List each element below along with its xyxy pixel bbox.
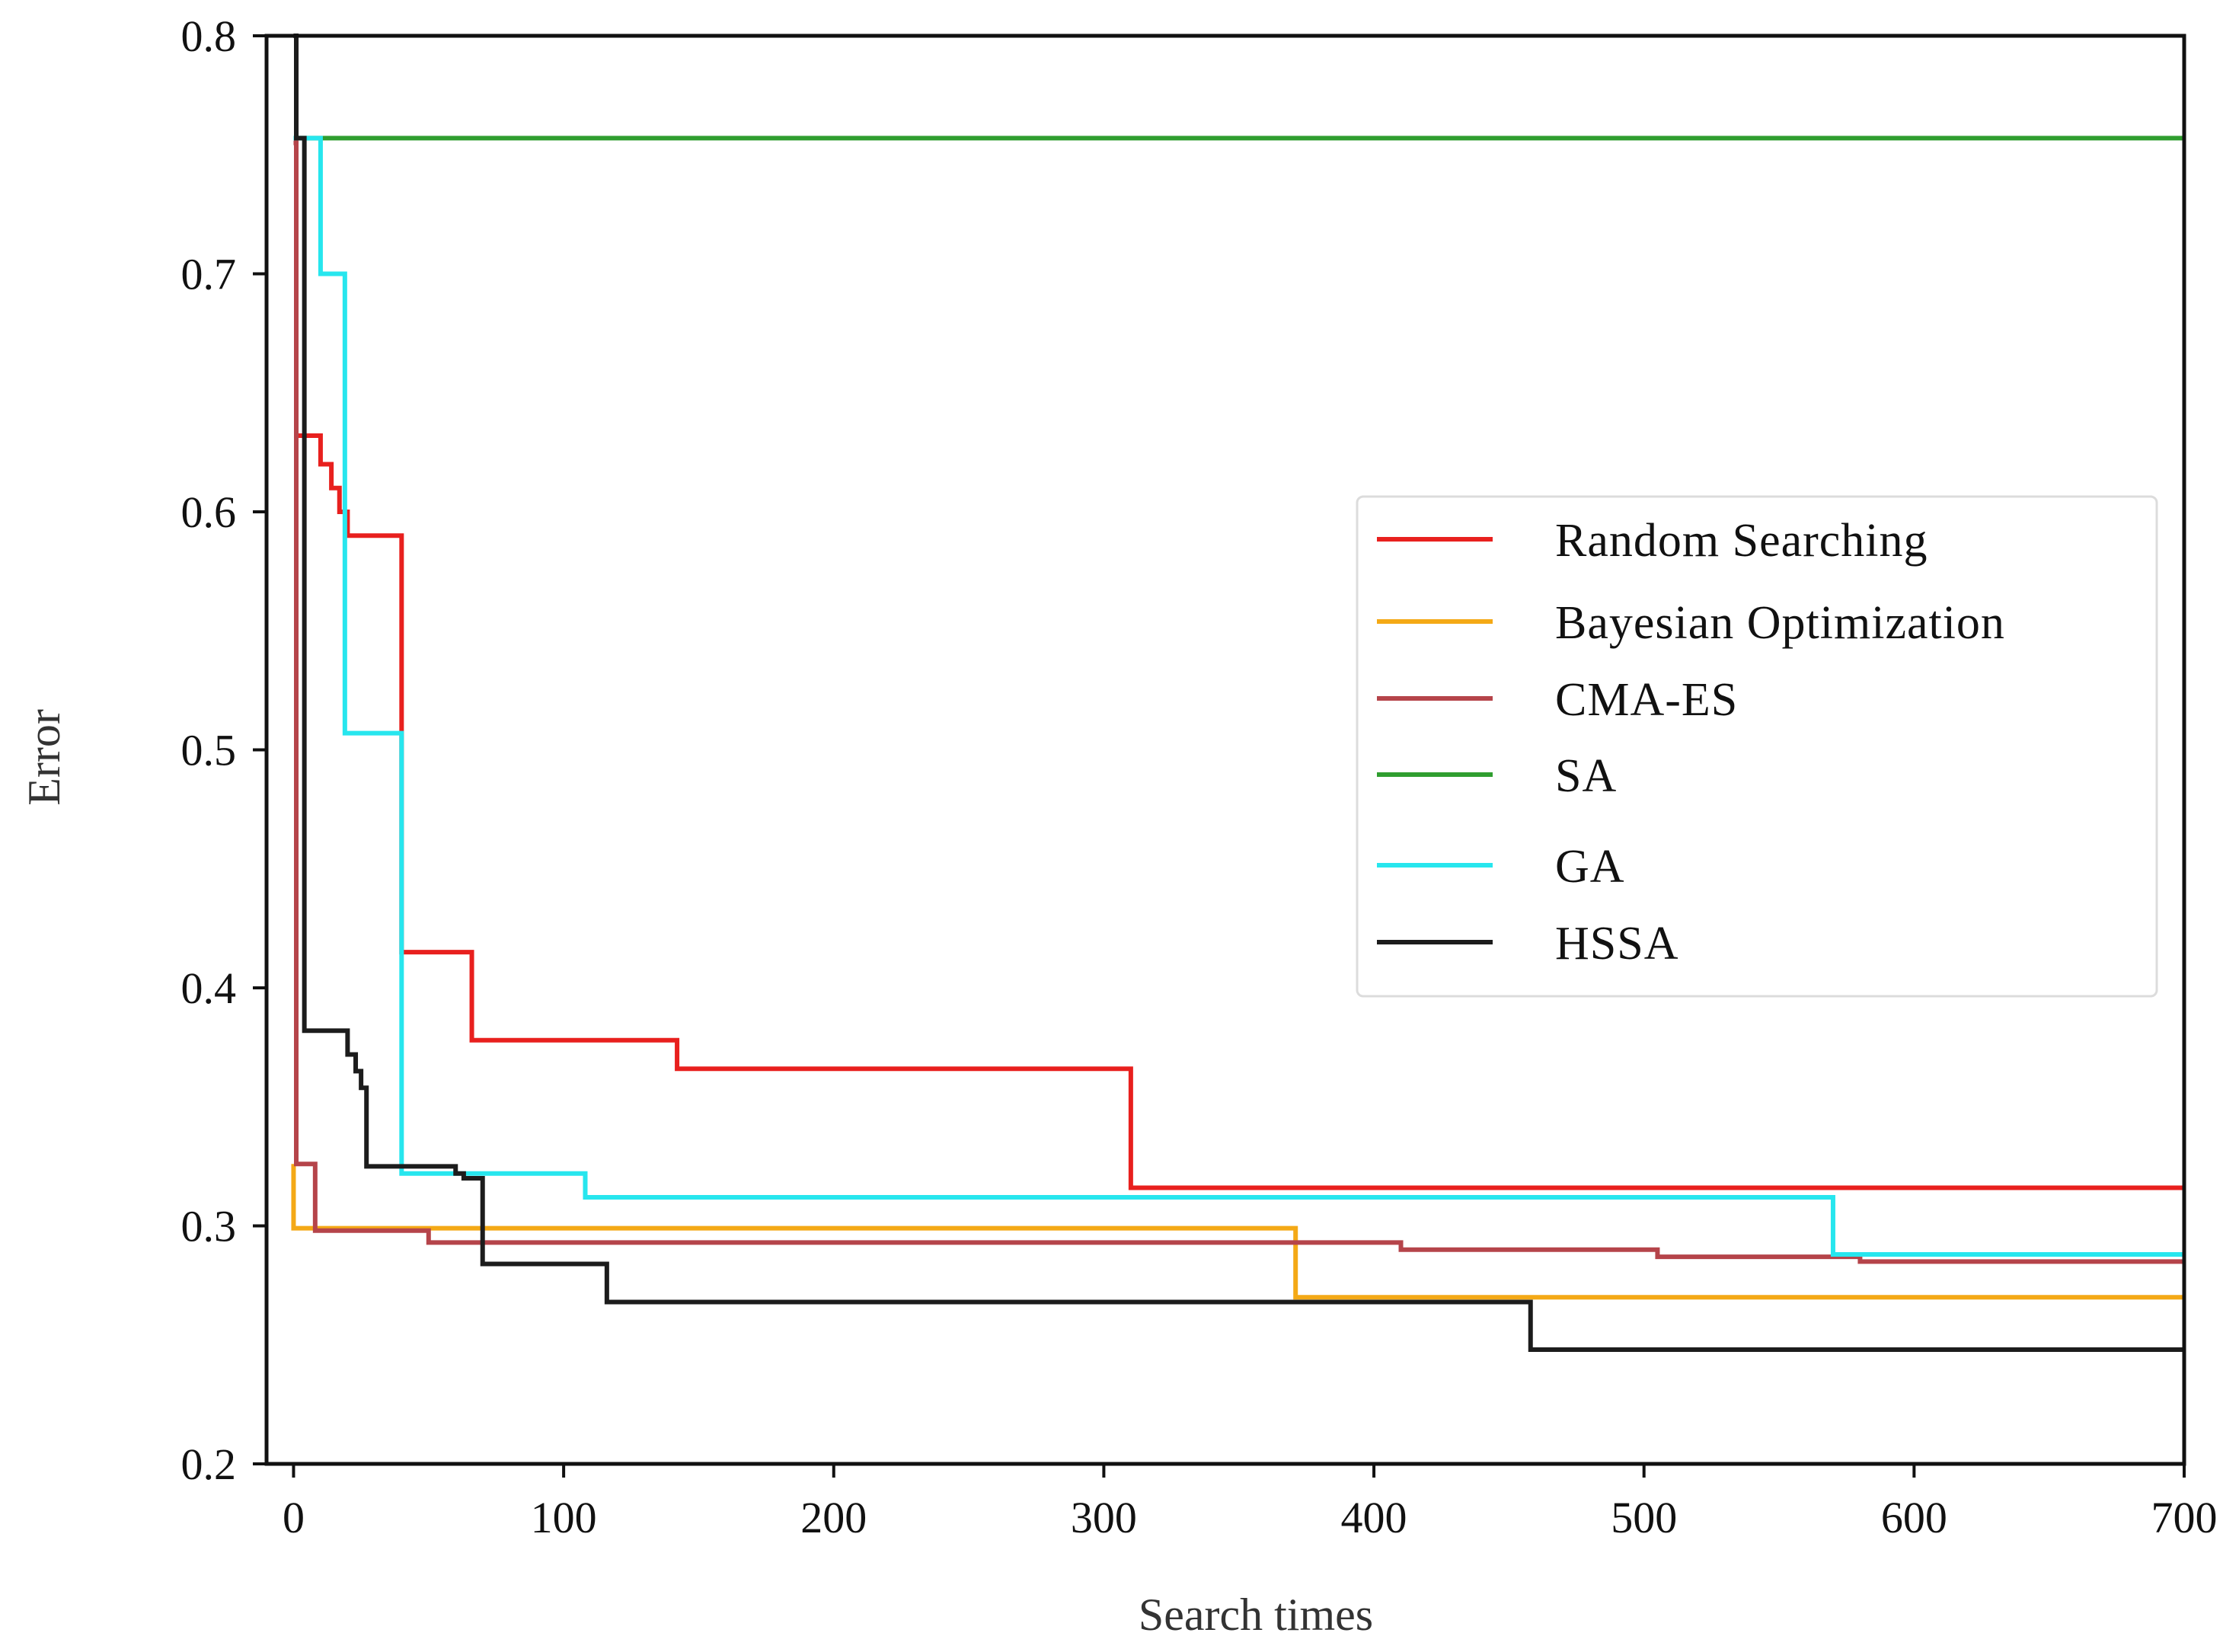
- y-tick-label: 0.2: [181, 1440, 237, 1489]
- series-line-ga: [293, 136, 2184, 1257]
- series-line-cma-es: [293, 140, 2184, 1264]
- y-tick-label: 0.7: [181, 250, 237, 299]
- x-tick-label: 700: [2151, 1493, 2218, 1542]
- x-tick-label: 100: [531, 1493, 597, 1542]
- x-tick-label: 400: [1341, 1493, 1407, 1542]
- legend-label-random-searching: Random Searching: [1555, 515, 1928, 567]
- y-tick-label: 0.4: [181, 963, 237, 1013]
- series-line-random-searching: [293, 34, 2184, 1190]
- legend-label-sa: SA: [1555, 750, 1617, 802]
- y-tick-label: 0.6: [181, 487, 237, 537]
- y-tick-label: 0.3: [181, 1202, 237, 1251]
- y-tick-label: 0.8: [181, 11, 237, 61]
- x-tick-label: 200: [800, 1493, 867, 1542]
- axis-ticks: 0 100 200 300 400 500 600 700 0.2 0.3 0.4 0.5 0.6 0.7…: [181, 11, 2218, 1542]
- legend-label-cma-es: CMA-ES: [1555, 674, 1738, 726]
- legend-label-hssa: HSSA: [1555, 918, 1679, 970]
- series-line-hssa: [293, 34, 2184, 1352]
- series-line-bayesian-optimization: [291, 1164, 2184, 1300]
- y-tick-label: 0.5: [181, 726, 237, 775]
- legend-label-bayesian-optimization: Bayesian Optimization: [1555, 597, 2005, 649]
- legend-box: [1356, 495, 2158, 998]
- y-axis-title: Error: [19, 709, 69, 806]
- x-tick-label: 600: [1881, 1493, 1947, 1542]
- x-tick-label: 300: [1071, 1493, 1137, 1542]
- x-axis-title: Search times: [1139, 1590, 1373, 1640]
- legend-label-ga: GA: [1555, 841, 1625, 893]
- x-tick-label: 0: [283, 1493, 305, 1542]
- x-tick-label: 500: [1611, 1493, 1677, 1542]
- series-line-sa: [293, 34, 2184, 141]
- legend: Random Searching Bayesian Optimization CMA…: [1356, 495, 2158, 998]
